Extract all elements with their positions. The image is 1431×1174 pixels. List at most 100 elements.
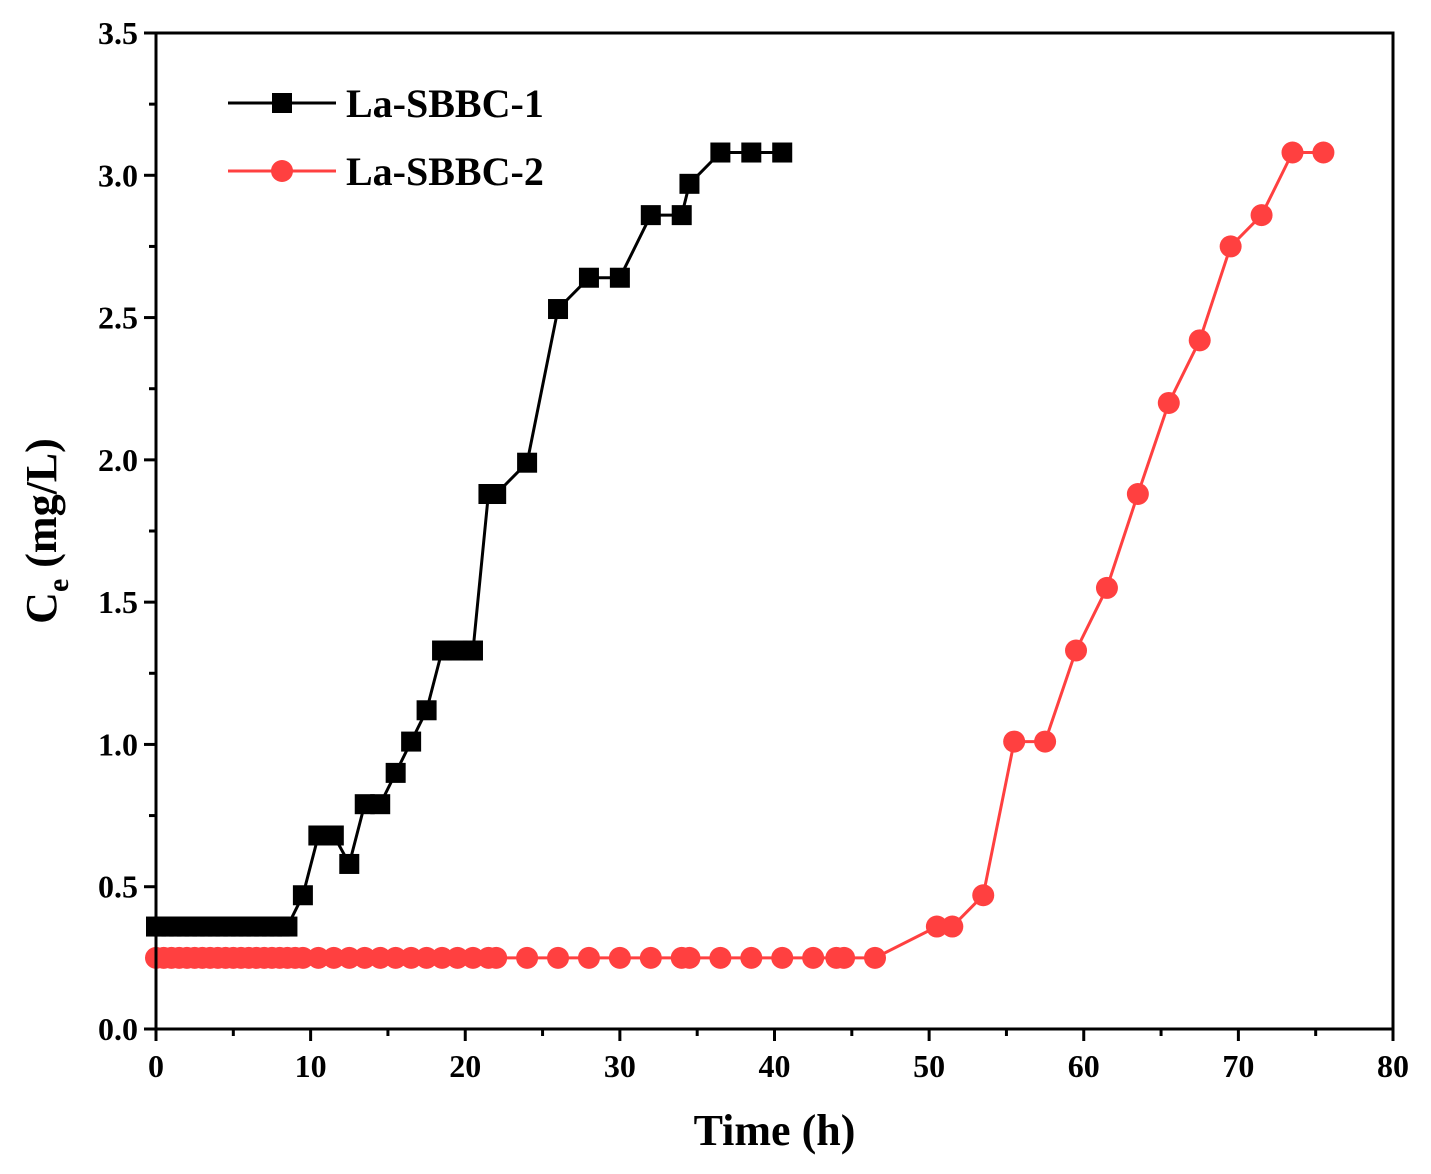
x-tick-label: 10 [295, 1048, 327, 1084]
data-point [384, 946, 407, 969]
data-point [710, 142, 731, 163]
data-point [972, 884, 995, 907]
y-axis: 0.0 0.5 1.0 1.5 2.0 2.5 3.0 3.5 [98, 15, 156, 1047]
y-tick-label: 0.5 [98, 869, 138, 905]
x-tick-label: 80 [1377, 1048, 1409, 1084]
data-point [547, 946, 570, 969]
data-point [277, 916, 298, 937]
data-point [485, 946, 508, 969]
data-point [517, 452, 538, 473]
y-tick-label: 3.5 [98, 15, 138, 51]
data-point [679, 173, 700, 194]
data-point [432, 640, 453, 661]
legend-item: La-SBBC-1 [228, 81, 544, 126]
data-point [864, 946, 887, 969]
data-point [385, 762, 406, 783]
data-point [400, 946, 423, 969]
data-point [431, 946, 454, 969]
data-point [1065, 639, 1088, 662]
x-tick-label: 20 [449, 1048, 481, 1084]
data-point [1157, 391, 1180, 414]
y-tick-label: 3.0 [98, 157, 138, 193]
data-point [577, 946, 600, 969]
data-point [941, 915, 964, 938]
y-tick-label: 0.0 [98, 1011, 138, 1047]
series-line [156, 151, 783, 929]
series-La-SBBC-2 [145, 141, 1335, 969]
data-point [307, 946, 330, 969]
series-layer [145, 141, 1335, 969]
data-point [353, 946, 376, 969]
data-point [925, 915, 948, 938]
data-point [1034, 730, 1057, 753]
y-axis-title: Ce (mg/L) [17, 438, 75, 624]
data-point [772, 142, 793, 163]
data-point [578, 267, 599, 288]
data-point [292, 885, 313, 906]
data-point [548, 299, 569, 320]
x-axis-title: Time (h) [694, 1106, 856, 1155]
data-point [639, 946, 662, 969]
x-tick-label: 60 [1068, 1048, 1100, 1084]
data-point [461, 946, 484, 969]
data-point [322, 946, 345, 969]
legend: La-SBBC-1 La-SBBC-2 [228, 81, 544, 194]
x-tick-label: 50 [913, 1048, 945, 1084]
data-point [678, 946, 701, 969]
y-tick-label: 1.5 [98, 584, 138, 620]
data-point [741, 142, 762, 163]
x-tick-label: 40 [759, 1048, 791, 1084]
data-point [291, 946, 314, 969]
data-point [1003, 730, 1026, 753]
data-point [1126, 483, 1149, 506]
data-point [447, 640, 468, 661]
data-point [1219, 235, 1242, 258]
data-point [640, 205, 661, 226]
data-point [802, 946, 825, 969]
legend-label: La-SBBC-1 [346, 81, 544, 126]
data-point [446, 946, 469, 969]
data-point [323, 825, 344, 846]
data-point [771, 946, 794, 969]
y-axis-title-rest: (mg/L) [17, 438, 66, 579]
data-point [338, 946, 361, 969]
data-point [308, 825, 329, 846]
data-point [671, 205, 692, 226]
x-axis: 0 10 20 30 40 50 60 70 80 [148, 1029, 1409, 1084]
data-point [401, 731, 422, 752]
data-point [354, 794, 375, 815]
data-point [370, 794, 391, 815]
data-point [609, 267, 630, 288]
data-point [462, 640, 483, 661]
legend-item: La-SBBC-2 [228, 149, 544, 194]
data-point [339, 853, 360, 874]
legend-marker [272, 93, 292, 113]
y-tick-label: 2.0 [98, 442, 138, 478]
y-tick-label: 2.5 [98, 300, 138, 336]
data-point [1188, 329, 1211, 352]
data-point [1250, 204, 1273, 227]
x-tick-label: 0 [148, 1048, 164, 1084]
data-point [516, 946, 539, 969]
x-tick-label: 70 [1222, 1048, 1254, 1084]
data-point [1095, 576, 1118, 599]
legend-marker [271, 160, 293, 182]
data-point [486, 484, 507, 505]
data-point [1281, 141, 1304, 164]
data-point [709, 946, 732, 969]
y-axis-title-main: C [17, 592, 66, 624]
y-tick-label: 1.0 [98, 726, 138, 762]
x-tick-label: 30 [604, 1048, 636, 1084]
data-point [608, 946, 631, 969]
data-point [1312, 141, 1335, 164]
series-La-SBBC-1 [146, 142, 793, 937]
data-point [416, 700, 437, 721]
data-point [833, 946, 856, 969]
y-axis-title-subscript: e [42, 579, 75, 592]
plot-frame [154, 31, 1395, 1031]
data-point [369, 946, 392, 969]
data-point [740, 946, 763, 969]
data-point [415, 946, 438, 969]
legend-label: La-SBBC-2 [346, 149, 544, 194]
